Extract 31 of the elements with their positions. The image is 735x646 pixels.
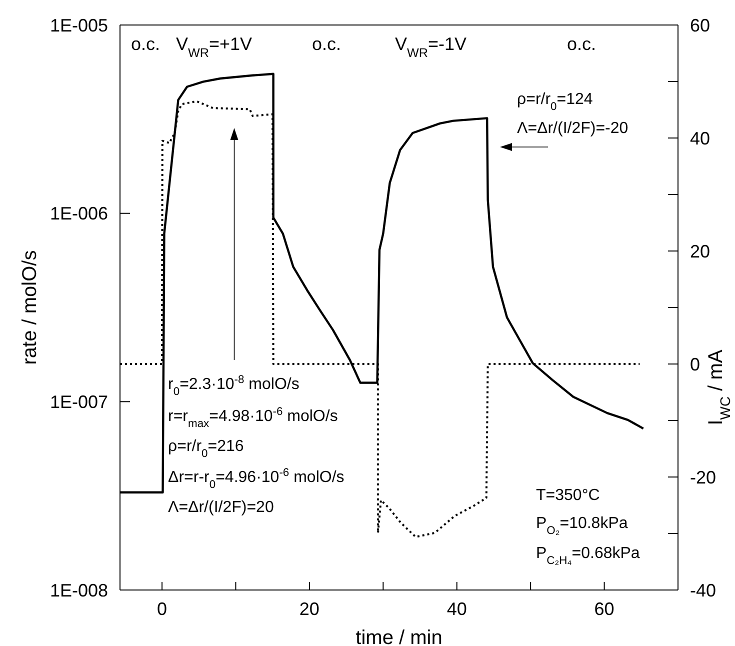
- annotation: V$_{WR}$=-1V: [395, 34, 467, 60]
- y2-tick-label: 60: [690, 15, 710, 36]
- x-axis-title: time / min: [356, 627, 442, 646]
- annotation: Λ=Δr/(I/2F)=20: [168, 499, 274, 516]
- annotation: o.c.: [312, 34, 342, 54]
- x-tick-label: 0: [157, 598, 168, 619]
- annotation: r=r$_{max}$=4.98·10$^{-6}$ molO/s: [168, 406, 338, 430]
- annotation: P$_{C₂H₄}$=0.68kPa: [536, 545, 640, 567]
- y-tick-label: 1E-008: [50, 580, 108, 600]
- annotation: ρ=r/r$_{0}$=124: [517, 91, 593, 113]
- y-tick-label: 1E-007: [50, 392, 108, 412]
- annotation: P$_{O₂}$=10.8kPa: [536, 515, 628, 537]
- y-tick-label: 1E-005: [50, 15, 108, 36]
- annotation: r$_{0}$=2.3·10$^{-8}$ molO/s: [168, 374, 300, 398]
- annotation: T=350°C: [536, 487, 600, 504]
- y-axis-title: rate / molO/s: [19, 250, 41, 365]
- annotation: ρ=r/r$_{0}$=216: [168, 438, 244, 460]
- annotation: o.c.: [131, 34, 160, 54]
- annotation: Λ=Δr/(I/2F)=-20: [517, 120, 628, 137]
- y2-tick-label: -20: [690, 467, 716, 488]
- y2-tick-label: 0: [690, 354, 700, 374]
- y-tick-label: 1E-006: [50, 204, 108, 224]
- annotation: V$_{WR}$=+1V: [176, 34, 252, 60]
- x-tick-label: 40: [446, 598, 467, 619]
- x-tick-label: 20: [299, 598, 320, 619]
- annotation: Δr=r-r$_{0}$=4.96·10$^{-6}$ molO/s: [168, 467, 344, 491]
- annotation: o.c.: [567, 34, 596, 54]
- y2-tick-label: 40: [690, 128, 710, 148]
- x-tick-label: 60: [594, 598, 614, 619]
- y2-tick-label: 20: [690, 241, 710, 262]
- y2-tick-label: -40: [690, 580, 716, 600]
